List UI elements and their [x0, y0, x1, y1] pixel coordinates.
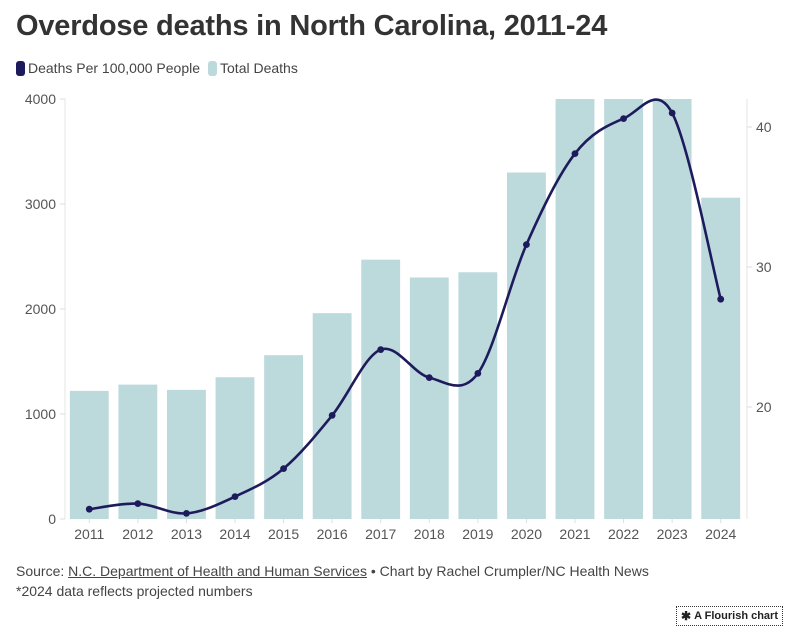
left-tick-label: 4000 — [25, 91, 56, 107]
axes-group: 0 1000 2000 3000 4000 20 30 40 2011 2012 2013 2014 2… — [25, 91, 772, 542]
bars-group — [69, 99, 741, 519]
rate-point-2012 — [134, 500, 142, 507]
x-tick-label-2018: 2018 — [414, 526, 445, 542]
left-tick-label: 3000 — [25, 196, 56, 212]
bar-2017 — [361, 259, 401, 519]
bar-2018 — [409, 277, 449, 519]
footnote: *2024 data reflects projected numbers — [16, 583, 253, 599]
rate-point-2013 — [183, 510, 190, 517]
bar-2022 — [604, 99, 643, 519]
rate-point-2018 — [425, 374, 433, 381]
x-tick-label-2021: 2021 — [559, 526, 590, 542]
x-tick-label-2013: 2013 — [171, 526, 202, 542]
legend-label-total: Total Deaths — [220, 60, 298, 76]
x-tick-label-2020: 2020 — [511, 526, 542, 542]
x-tick-label-2011: 2011 — [74, 526, 104, 542]
chart-area: 0 1000 2000 3000 4000 20 30 40 2011 2012 2013 2014 2… — [25, 91, 772, 542]
source-suffix: • Chart by Rachel Crumpler/NC Health New… — [366, 563, 649, 579]
legend-item-rate[interactable]: Deaths Per 100,000 People — [16, 60, 200, 76]
bar-2012 — [118, 384, 158, 519]
rate-point-2024 — [717, 295, 725, 303]
bar-2021 — [555, 99, 595, 519]
rate-point-2023 — [668, 109, 676, 117]
x-tick-label-2017: 2017 — [365, 526, 396, 542]
x-tick-label-2023: 2023 — [657, 526, 688, 542]
bar-2019 — [458, 272, 498, 519]
x-tick-label-2019: 2019 — [462, 526, 493, 542]
rate-point-2011 — [85, 505, 93, 513]
bar-2013 — [167, 389, 206, 519]
x-tick-label-2015: 2015 — [268, 526, 299, 542]
line-group — [85, 98, 725, 517]
bar-2011 — [69, 390, 109, 519]
x-tick-label-2022: 2022 — [608, 526, 639, 542]
left-tick-label: 1000 — [25, 406, 56, 422]
legend: Deaths Per 100,000 People Total Deaths — [16, 60, 306, 76]
right-tick-label: 30 — [756, 259, 772, 275]
legend-label-rate: Deaths Per 100,000 People — [28, 60, 201, 76]
source-link[interactable]: N.C. Department of Health and Human Serv… — [68, 563, 367, 579]
rate-point-2019 — [474, 370, 482, 377]
legend-item-total[interactable]: Total Deaths — [208, 60, 298, 76]
x-tick-label-2014: 2014 — [219, 526, 250, 542]
right-tick-label: 20 — [756, 399, 772, 415]
x-tick-label-2016: 2016 — [317, 526, 348, 542]
rate-point-2015 — [280, 465, 287, 472]
left-tick-label: 2000 — [25, 301, 56, 317]
bar-2020 — [507, 172, 546, 519]
x-tick-label-2024: 2024 — [705, 526, 736, 542]
flourish-asterisk-icon: ✱ — [681, 609, 692, 623]
source-prefix: Source: — [16, 563, 69, 579]
flourish-badge-label: A Flourish chart — [694, 610, 778, 622]
rate-point-2017 — [377, 346, 385, 353]
rate-point-2020 — [523, 241, 530, 249]
source-line: Source: N.C. Department of Health and Hu… — [16, 561, 649, 581]
left-tick-label: 0 — [48, 511, 56, 527]
legend-swatch-total — [208, 60, 218, 76]
chart-title: Overdose deaths in North Carolina, 2011-… — [16, 10, 608, 42]
bar-2024 — [701, 197, 741, 519]
legend-swatch-rate — [16, 60, 25, 76]
bar-2023 — [652, 99, 692, 519]
right-tick-label: 40 — [756, 119, 772, 135]
flourish-badge[interactable]: ✱ A Flourish chart — [676, 606, 783, 626]
rate-point-2014 — [231, 493, 239, 500]
footer: Source: N.C. Department of Health and Hu… — [16, 561, 649, 601]
x-tick-label-2012: 2012 — [122, 526, 153, 542]
bar-2015 — [264, 355, 303, 519]
rate-point-2022 — [620, 115, 627, 122]
rate-point-2016 — [328, 412, 336, 419]
rate-point-2021 — [571, 150, 579, 158]
